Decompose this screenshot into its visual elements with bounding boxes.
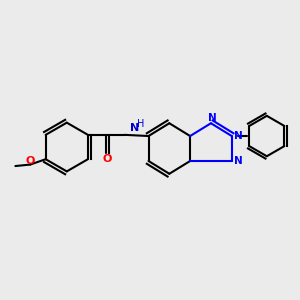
Text: H: H xyxy=(136,119,144,129)
Text: O: O xyxy=(26,156,35,166)
Text: N: N xyxy=(208,113,217,124)
Text: N: N xyxy=(234,131,242,141)
Text: N: N xyxy=(130,123,139,133)
Text: O: O xyxy=(102,154,112,164)
Text: N: N xyxy=(234,156,242,166)
